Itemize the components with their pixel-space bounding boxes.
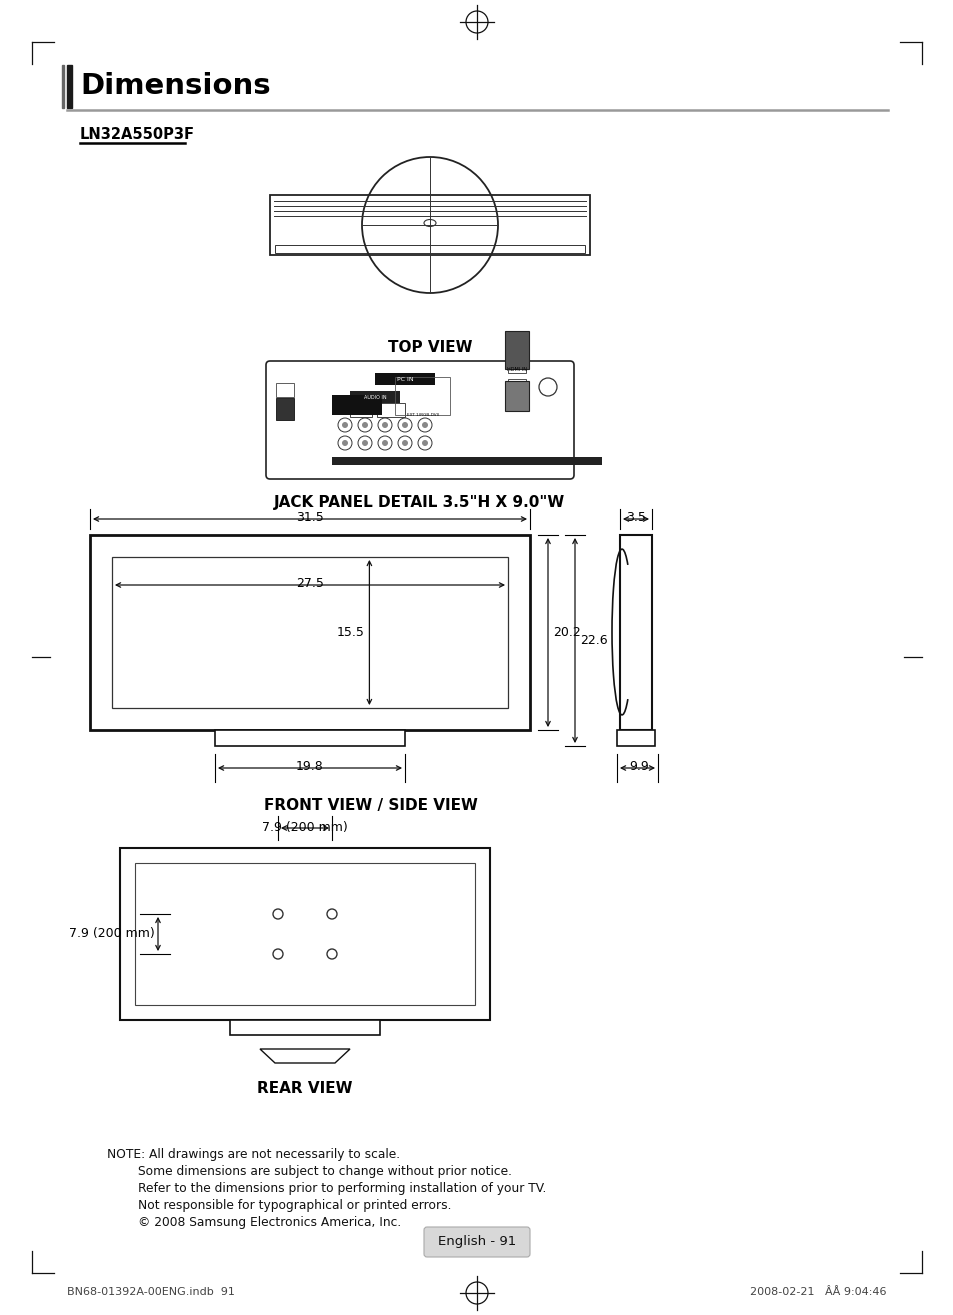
Text: AUDIO IN: AUDIO IN: [363, 394, 386, 400]
Bar: [504, 331, 529, 370]
Circle shape: [421, 422, 428, 427]
Text: 19.8: 19.8: [295, 760, 323, 773]
Bar: [112, 558, 507, 707]
Text: NOTE: All drawings are not necessarily to scale.: NOTE: All drawings are not necessarily t…: [107, 1148, 399, 1161]
Bar: [230, 1020, 379, 1035]
Bar: [507, 345, 525, 373]
Text: PC IN: PC IN: [396, 376, 413, 381]
Text: 20.2: 20.2: [553, 626, 580, 639]
Bar: [332, 394, 381, 416]
Text: HDMI IN: HDMI IN: [506, 367, 526, 372]
Text: 7.9 (200 mm): 7.9 (200 mm): [262, 821, 348, 834]
Text: 3.5: 3.5: [625, 512, 645, 523]
Bar: [376, 402, 405, 417]
Text: © 2008 Samsung Electronics America, Inc.: © 2008 Samsung Electronics America, Inc.: [107, 1216, 401, 1230]
Text: REAR VIEW: REAR VIEW: [257, 1081, 353, 1095]
Text: 7.9 (200 mm): 7.9 (200 mm): [70, 927, 154, 940]
Bar: [270, 195, 589, 255]
Text: 2008-02-21   ÂÅ 9:04:46: 2008-02-21 ÂÅ 9:04:46: [750, 1287, 886, 1297]
Circle shape: [401, 441, 408, 446]
Text: 22.6: 22.6: [579, 634, 607, 647]
Circle shape: [361, 441, 368, 446]
Bar: [275, 398, 294, 419]
Text: Refer to the dimensions prior to performing installation of your TV.: Refer to the dimensions prior to perform…: [107, 1182, 546, 1195]
Text: ANT
IN: ANT IN: [280, 401, 289, 409]
FancyBboxPatch shape: [266, 362, 574, 479]
Bar: [214, 730, 405, 746]
Bar: [332, 458, 601, 466]
Bar: [507, 379, 525, 408]
Bar: [395, 377, 450, 416]
Bar: [275, 383, 294, 397]
Circle shape: [341, 422, 348, 427]
Text: 9.9: 9.9: [628, 760, 648, 773]
Text: 27.5: 27.5: [295, 577, 324, 590]
Bar: [350, 391, 399, 402]
Text: Not responsible for typographical or printed errors.: Not responsible for typographical or pri…: [107, 1199, 451, 1212]
Bar: [504, 381, 529, 412]
Bar: [90, 535, 530, 730]
Text: 15.5: 15.5: [336, 626, 364, 639]
Bar: [135, 863, 475, 1005]
Text: JACK PANEL DETAIL 3.5"H X 9.0"W: JACK PANEL DETAIL 3.5"H X 9.0"W: [274, 494, 565, 510]
Bar: [617, 730, 655, 746]
Text: FRONT VIEW / SIDE VIEW: FRONT VIEW / SIDE VIEW: [264, 798, 477, 813]
Text: Some dimensions are subject to change without prior notice.: Some dimensions are subject to change wi…: [107, 1165, 512, 1178]
Bar: [619, 535, 651, 730]
Text: COMPONENT IN: COMPONENT IN: [378, 467, 421, 472]
Text: Dimensions: Dimensions: [80, 72, 271, 100]
Circle shape: [401, 422, 408, 427]
Bar: [350, 402, 372, 417]
Text: BN68-01392A-00ENG.indb  91: BN68-01392A-00ENG.indb 91: [67, 1287, 234, 1297]
Text: TOP VIEW: TOP VIEW: [387, 341, 472, 355]
Circle shape: [421, 441, 428, 446]
FancyBboxPatch shape: [423, 1227, 530, 1257]
Text: English - 91: English - 91: [437, 1236, 516, 1248]
Circle shape: [381, 441, 388, 446]
Text: EXT 1(RGB-DVI): EXT 1(RGB-DVI): [406, 413, 438, 417]
Bar: [274, 245, 584, 252]
Circle shape: [341, 441, 348, 446]
Polygon shape: [260, 1049, 350, 1063]
Ellipse shape: [423, 220, 436, 226]
Bar: [67, 64, 71, 108]
Text: LN32A550P3F: LN32A550P3F: [80, 128, 194, 142]
Bar: [375, 373, 435, 385]
Circle shape: [381, 422, 388, 427]
Bar: [120, 848, 490, 1020]
Bar: [62, 64, 64, 108]
Circle shape: [361, 422, 368, 427]
Text: 31.5: 31.5: [295, 512, 323, 523]
